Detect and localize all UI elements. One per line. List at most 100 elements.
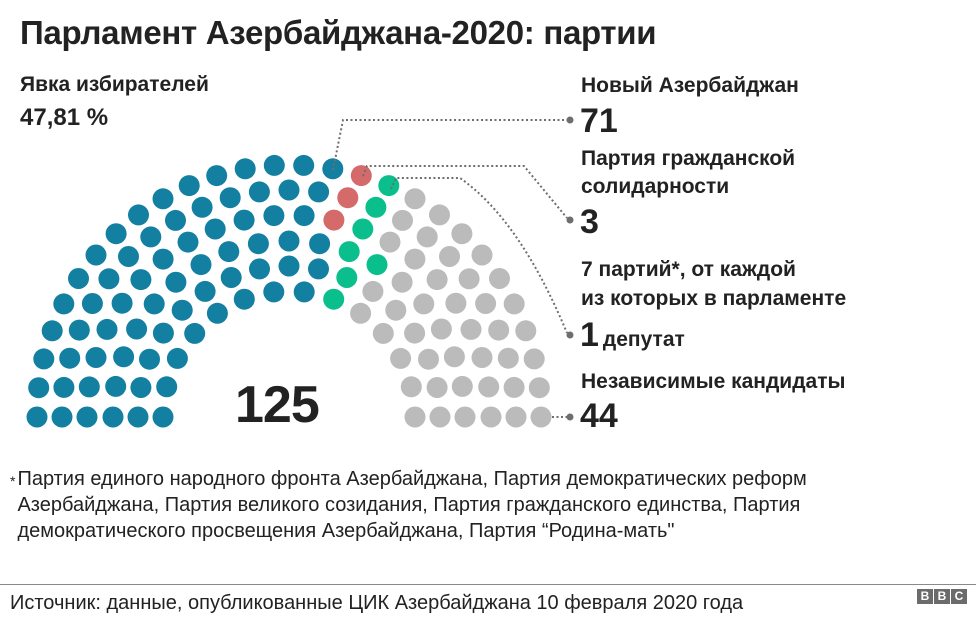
seat-dot [480,406,502,428]
seat-dot [26,406,48,428]
seat-dot [263,154,285,176]
seat-dot [156,376,178,398]
seat-dot [248,181,270,203]
label-seven-parties-line1: 7 партий*, от каждой [581,258,796,281]
seat-dot [503,293,525,315]
seat-dot [404,322,426,344]
seat-dot [249,258,270,280]
seat-dot [488,319,510,341]
seat-dot [429,204,450,226]
seat-dot [515,320,537,342]
seat-dot [471,244,493,266]
seat-dot [219,187,241,209]
seat-dot [439,246,460,267]
bbc-logo: B B C [917,589,967,604]
seat-dots [26,154,552,428]
value-seven-parties-suffix: депутат [602,328,685,351]
seat-dot [338,241,360,263]
seat-dot [59,347,81,369]
seat-dot [454,406,476,428]
seat-dot [171,299,193,321]
seat-dot [400,376,422,398]
seat-dot [165,271,187,293]
label-independents: Независимые кандидаты [581,370,846,393]
bbc-logo-letter: C [951,589,967,604]
seat-dot [458,268,480,290]
seat-dot [204,218,226,240]
seat-dot [102,406,124,428]
seat-dot [128,204,149,226]
seat-dot [323,209,345,231]
seat-dot [143,293,165,315]
seat-dot [81,293,103,314]
bbc-logo-letter: B [917,589,933,604]
seat-dot [233,209,255,231]
seat-dot [166,347,188,369]
seat-dot [309,233,331,255]
seat-dot [497,347,519,369]
seat-dot [451,223,473,245]
connector-seven-parties [390,177,568,334]
seat-dot [372,322,394,344]
seat-dot [416,226,438,248]
value-seven-parties: 1 депутат [580,317,685,358]
seat-dot [111,292,133,314]
seat-dot [418,348,439,370]
seat-dot [451,375,473,397]
label-civic-solidarity-line1: Партия гражданской [581,147,796,170]
value-civic-solidarity: 3 [580,203,599,241]
seat-dot [140,226,162,248]
seat-dot [523,348,545,370]
seat-dot [350,165,372,187]
seat-dot [362,280,384,302]
seat-dot [177,231,199,253]
seat-dot [278,179,300,201]
seat-dot [413,293,435,315]
page-title: Парламент Азербайджана-2020: партии [20,14,657,51]
seat-dot [105,375,127,397]
seat-dot [53,376,75,398]
seat-dot [503,376,525,398]
seat-dot [378,175,400,197]
connector-new-azerbaijan [332,119,567,171]
seat-dot [98,268,120,290]
seat-dot [247,233,269,255]
seat-dot [220,267,242,288]
seat-dot [278,230,300,252]
seat-dot [85,347,107,368]
footnote-marker: * [10,473,16,489]
seat-dot [152,406,174,428]
label-new-azerbaijan: Новый Азербайджан [581,74,799,97]
seat-dot [478,376,500,398]
seat-dot [152,322,174,344]
seat-dot [404,248,426,270]
seat-dot [127,406,149,428]
seat-dot [489,268,510,289]
turnout-value: 47,81 % [20,104,109,131]
seat-dot [78,376,100,398]
seat-dot [390,347,412,369]
footnote-text: Партия единого народного фронта Азербайд… [17,468,807,542]
seat-dot [366,254,388,276]
footer-divider [0,584,976,585]
connector-end-dots [566,116,574,421]
label-seven-parties-line2: из которых в парламенте [581,287,847,310]
seat-dot [528,377,550,399]
seat-dot [130,269,152,291]
seat-dot [337,187,359,209]
seat-dot [385,299,407,321]
seat-dot [130,377,152,398]
seat-dot [51,406,73,428]
seat-dot [404,188,426,210]
seat-dot [293,205,315,227]
seat-dot [41,320,63,342]
legend-connectors [332,119,568,418]
seat-dot [190,254,212,276]
seat-dot [293,154,315,176]
seat-dot [308,181,330,203]
seat-dot [105,223,127,245]
connector-civic-solidarity [362,165,568,219]
seat-dot [471,347,493,368]
seat-dot [293,281,315,303]
seat-dot [33,348,55,370]
